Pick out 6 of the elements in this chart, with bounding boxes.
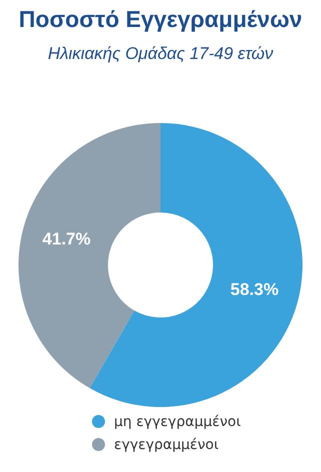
data-label: 41.7% [42,230,91,249]
legend-label: εγγεγραμμένοι [114,436,219,452]
chart-subtitle: Ηλικιακής Ομάδας 17-49 ετών [46,44,274,64]
data-label: 58.3% [230,280,279,299]
chart-title: Ποσοστό Εγγεγραμμένων [18,6,304,33]
legend-label: μη εγγεγραμμένοι [114,414,241,430]
